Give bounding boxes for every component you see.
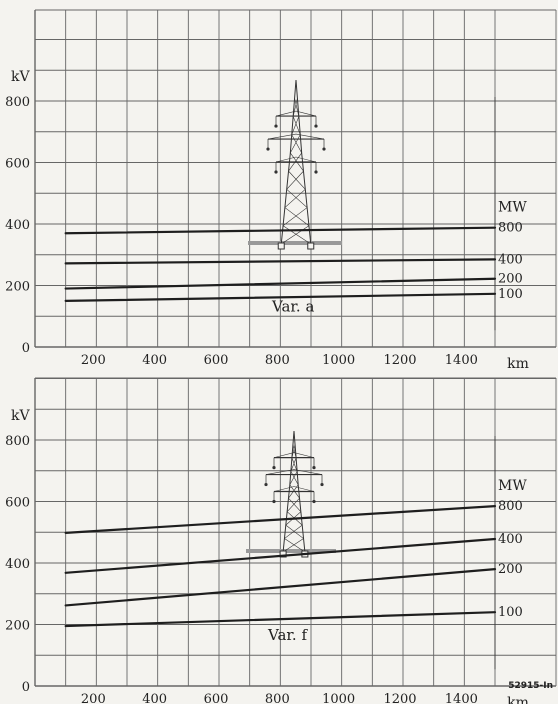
pylon-lattice bbox=[290, 457, 298, 472]
insulator-end bbox=[314, 124, 318, 128]
pylon-lattice bbox=[292, 98, 300, 117]
x-tick-label: 800 bbox=[265, 353, 290, 368]
insulator-end bbox=[312, 499, 316, 504]
series-line-400 bbox=[64, 537, 497, 574]
insulator-end bbox=[274, 170, 278, 174]
series-line-200 bbox=[64, 277, 497, 290]
y-tick-label: 200 bbox=[5, 619, 30, 634]
series-label-400: 400 bbox=[498, 252, 523, 267]
pylon-lattice bbox=[286, 170, 306, 190]
x-axis-label: km bbox=[507, 356, 529, 372]
pylon-foot bbox=[307, 242, 315, 250]
series-label-200: 200 bbox=[498, 272, 523, 287]
series-label-100: 100 bbox=[498, 287, 523, 302]
y-tick-label: 800 bbox=[5, 434, 30, 449]
x-tick-label: 200 bbox=[81, 353, 106, 368]
y-tick-label: 0 bbox=[22, 680, 30, 695]
y-axis-label: kV bbox=[11, 408, 30, 424]
grid bbox=[34, 377, 557, 687]
y-axis-label: kV bbox=[11, 69, 30, 85]
pylon-crossarm-brace bbox=[275, 156, 317, 163]
ground-hatch bbox=[246, 549, 336, 553]
y-tick-label: 800 bbox=[5, 95, 30, 110]
variant-label: Var. f bbox=[267, 626, 308, 644]
ground-hatch bbox=[248, 241, 342, 245]
series-line-800 bbox=[64, 226, 497, 235]
pylon-legs bbox=[282, 430, 306, 553]
pylon-lattice bbox=[286, 498, 302, 512]
chart-var-f: 0 200 400 600 800 kV 200 400 600 800 1000 1200 1400 k… bbox=[5, 377, 557, 704]
pylon-foot bbox=[277, 242, 285, 250]
pylon-foot bbox=[279, 550, 287, 558]
x-tick-label: 600 bbox=[204, 353, 229, 368]
pylon-lattice bbox=[284, 524, 304, 539]
insulator-end bbox=[312, 466, 316, 470]
x-tick-label: 1400 bbox=[445, 353, 478, 368]
pylon-legs bbox=[280, 79, 312, 245]
insulator-end bbox=[272, 466, 276, 470]
pylon-crossarm-brace bbox=[267, 133, 325, 140]
pylon-crossarm-brace bbox=[273, 486, 315, 492]
pylon-crossarm-brace bbox=[265, 469, 323, 475]
insulator-end bbox=[322, 147, 326, 151]
insulator-end bbox=[314, 170, 318, 174]
x-tick-label: 200 bbox=[81, 692, 106, 704]
pylon-lattice bbox=[282, 538, 306, 553]
reference-code: 52915-In bbox=[508, 681, 553, 691]
pylon-lattice bbox=[281, 225, 311, 245]
chart-var-a: 0 200 400 600 800 kV 200 400 600 800 1000 1200 1400 k… bbox=[5, 9, 557, 372]
pylon-icon bbox=[246, 430, 336, 558]
x-tick-label: 1000 bbox=[322, 353, 355, 368]
x-tick-label: 1000 bbox=[322, 692, 355, 704]
y-tick-label: 0 bbox=[22, 341, 30, 356]
series-label-100: 100 bbox=[498, 605, 523, 620]
series-line-800 bbox=[64, 505, 497, 534]
insulator-end bbox=[274, 124, 278, 128]
x-tick-label: 400 bbox=[142, 353, 167, 368]
pylon-lattice bbox=[289, 471, 299, 485]
x-axis-label: km bbox=[507, 695, 529, 704]
pylon-lattice bbox=[282, 207, 310, 227]
series-label-800: 800 bbox=[498, 499, 523, 514]
x-tick-label: 1400 bbox=[445, 692, 478, 704]
y-tick-label: 400 bbox=[5, 557, 30, 572]
series-label-200: 200 bbox=[498, 562, 523, 577]
series-label-400: 400 bbox=[498, 532, 523, 547]
legend-title: MW bbox=[498, 200, 527, 216]
insulator-end bbox=[264, 482, 268, 487]
pylon-lattice bbox=[291, 116, 301, 135]
series-line-200 bbox=[64, 568, 497, 607]
y-tick-label: 600 bbox=[5, 496, 30, 511]
series-line-400 bbox=[64, 258, 497, 265]
series-label-800: 800 bbox=[498, 221, 523, 236]
insulator-end bbox=[266, 147, 270, 151]
pylon-lattice bbox=[290, 134, 302, 154]
y-tick-label: 200 bbox=[5, 280, 30, 295]
x-tick-label: 600 bbox=[204, 692, 229, 704]
pylon-crossarm-brace bbox=[275, 110, 317, 117]
legend-title: MW bbox=[498, 478, 527, 494]
pylon-crossarm-brace bbox=[273, 452, 315, 458]
grid bbox=[34, 9, 557, 348]
series-line-100 bbox=[64, 292, 497, 302]
x-tick-label: 1200 bbox=[383, 353, 416, 368]
y-tick-label: 400 bbox=[5, 218, 30, 233]
series-line-100 bbox=[64, 611, 497, 628]
x-tick-label: 800 bbox=[265, 692, 290, 704]
pylon-lattice bbox=[291, 444, 297, 458]
insulator-end bbox=[272, 499, 276, 504]
variant-label: Var. a bbox=[271, 298, 314, 316]
pylon-icon bbox=[248, 79, 342, 250]
x-tick-label: 400 bbox=[142, 692, 167, 704]
pylon-lattice bbox=[284, 189, 308, 208]
x-tick-label: 1200 bbox=[383, 692, 416, 704]
insulator-end bbox=[320, 482, 324, 487]
y-tick-label: 600 bbox=[5, 157, 30, 172]
